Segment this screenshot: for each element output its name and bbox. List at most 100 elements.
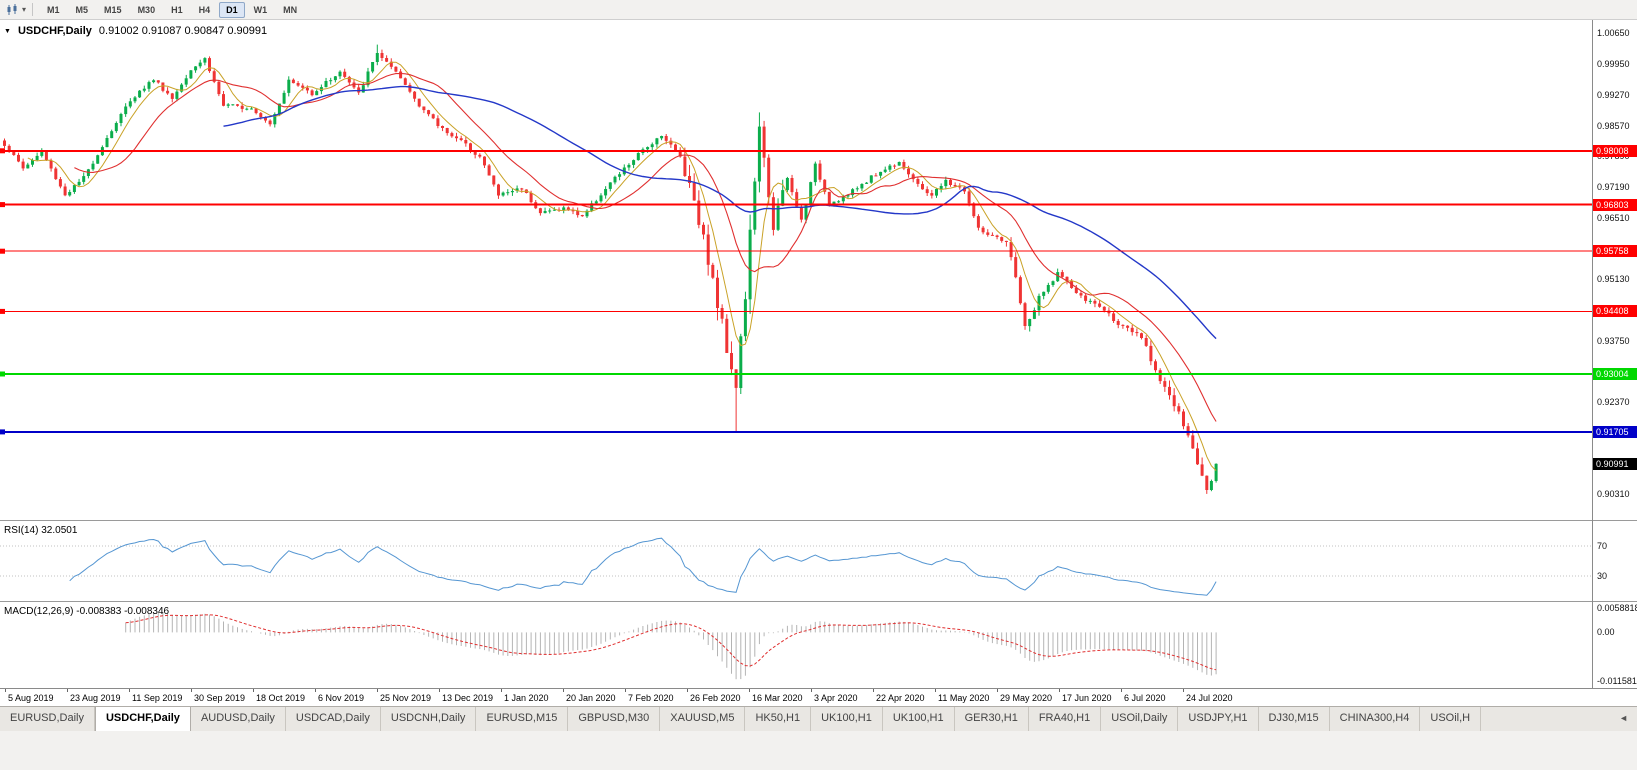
timeframe-button-m15[interactable]: M15 (97, 2, 129, 18)
price-axis-label: 0.90310 (1597, 489, 1630, 500)
price-axis-label: 1.00650 (1597, 28, 1630, 38)
date-label: 18 Oct 2019 (256, 693, 306, 703)
chart-tab-gbpusd-m30[interactable]: GBPUSD,M30 (568, 707, 661, 731)
date-tick (1059, 689, 1060, 692)
chart-symbol-period: USDCHF,Daily (17, 25, 92, 37)
date-tick (1183, 689, 1184, 692)
rsi-scale[interactable]: 70 30 (1593, 521, 1637, 601)
price-axis-label: 0.93750 (1597, 335, 1630, 346)
date-label: 11 May 2020 (938, 693, 990, 703)
date-tick (1121, 689, 1122, 692)
tabs-scroll-left-button[interactable]: ◄ (1619, 713, 1628, 723)
chart-tab-usoil-h[interactable]: USOil,H (1420, 707, 1482, 731)
chart-tab-eurusd-m15[interactable]: EURUSD,M15 (476, 707, 569, 731)
date-tick (687, 689, 688, 692)
chart-tab-ger30-h1[interactable]: GER30,H1 (955, 707, 1029, 731)
chart-tab-bar: EURUSD,Daily USDCHF,Daily AUDUSD,Daily USDC… (0, 706, 1637, 731)
toolbar-separator (32, 3, 34, 16)
chart-tab-uk100-h1[interactable]: UK100,H1 (883, 707, 955, 731)
rsi-level-label: 70 (1597, 541, 1608, 552)
chart-title: ▼ USDCHF,Daily 0.91002 0.91087 0.90847 0… (4, 25, 267, 37)
timeframe-buttons: M1 M5 M15 M30 H1 H4 D1 W1 MN (39, 1, 305, 18)
ma-fast-line (27, 61, 1217, 471)
timeframe-button-d1[interactable]: D1 (219, 1, 245, 18)
chart-type-dropdown-caret[interactable]: ▾ (22, 5, 27, 14)
timeframe-button-h1[interactable]: H1 (164, 2, 190, 18)
macd-histogram (125, 612, 1217, 680)
price-axis-label: 0.98570 (1597, 120, 1630, 131)
chart-tab-hk50-h1[interactable]: HK50,H1 (745, 707, 812, 731)
chart-type-icon[interactable] (4, 3, 22, 16)
rsi-level-label: 30 (1597, 570, 1608, 581)
chart-tab-xauusd-m5[interactable]: XAUUSD,M5 (660, 707, 746, 731)
status-bar-area (0, 731, 1637, 770)
chart-tab-audusd-daily[interactable]: AUDUSD,Daily (191, 707, 286, 731)
date-label: 24 Jul 2020 (1186, 693, 1233, 703)
timeframe-button-mn[interactable]: MN (276, 2, 304, 18)
date-tick (997, 689, 998, 692)
price-axis-label: 0.96510 (1597, 212, 1630, 223)
price-chart-panel: ▼ USDCHF,Daily 0.91002 0.91087 0.90847 0… (0, 20, 1637, 520)
date-tick (501, 689, 502, 692)
chart-tab-usdcnh-daily[interactable]: USDCNH,Daily (381, 707, 477, 731)
candlestick-chart[interactable] (0, 20, 1592, 520)
date-tick (377, 689, 378, 692)
ma-slow-line (223, 85, 1217, 340)
rsi-indicator-chart[interactable] (0, 521, 1592, 601)
price-axis-label: 0.99950 (1597, 59, 1630, 70)
date-label: 23 Aug 2019 (70, 693, 121, 703)
date-tick (811, 689, 812, 692)
macd-signal-line (125, 614, 1217, 671)
date-label: 6 Jul 2020 (1124, 693, 1166, 703)
price-axis-label: 0.92370 (1597, 397, 1630, 408)
timeframe-button-m1[interactable]: M1 (40, 2, 67, 18)
chart-tab-eurusd-daily[interactable]: EURUSD,Daily (0, 707, 95, 731)
date-label: 6 Nov 2019 (318, 693, 365, 703)
date-label: 16 Mar 2020 (752, 693, 803, 703)
chart-tab-usdjpy-h1[interactable]: USDJPY,H1 (1178, 707, 1259, 731)
price-scale-axis-line (1592, 20, 1593, 688)
date-tick (749, 689, 750, 692)
date-tick (439, 689, 440, 692)
chart-menu-icon[interactable]: ▼ (4, 27, 11, 35)
date-axis[interactable]: 5 Aug 2019 23 Aug 2019 11 Sep 2019 30 Sep 2… (0, 688, 1637, 706)
macd-indicator-chart[interactable] (0, 602, 1592, 688)
chart-ohlc-values: 0.91002 0.91087 0.90847 0.90991 (98, 25, 268, 37)
macd-axis-label: 0.00 (1597, 627, 1615, 638)
date-label: 29 May 2020 (1000, 693, 1053, 703)
price-scale[interactable]: 1.006500.999500.992700.985700.978900.971… (1593, 20, 1637, 520)
timeframe-toolbar: ▾ M1 M5 M15 M30 H1 H4 D1 W1 MN (0, 0, 1637, 20)
ma-mid-line (74, 72, 1217, 422)
rsi-label: RSI(14) 32.0501 (4, 525, 78, 536)
date-tick (253, 689, 254, 692)
chart-tab-uk100-h1[interactable]: UK100,H1 (811, 707, 883, 731)
timeframe-button-w1[interactable]: W1 (247, 2, 275, 18)
macd-scale[interactable]: 0.0058818 0.00 -0.0115814 (1593, 602, 1637, 688)
date-label: 17 Jun 2020 (1062, 693, 1112, 703)
candles-group (3, 44, 1218, 494)
timeframe-button-m5[interactable]: M5 (69, 2, 96, 18)
price-level-badge: 0.95758 (1593, 245, 1637, 258)
timeframe-button-m30[interactable]: M30 (131, 2, 163, 18)
chart-tab-china300-h4[interactable]: CHINA300,H4 (1330, 707, 1421, 731)
chart-tab-usdchf-daily[interactable]: USDCHF,Daily (94, 707, 191, 731)
rsi-indicator-panel: RSI(14) 32.0501 (0, 520, 1637, 601)
level-anchor-marker (0, 148, 5, 154)
date-label: 20 Jan 2020 (566, 693, 616, 703)
chart-tab-dj30-m15[interactable]: DJ30,M15 (1259, 707, 1330, 731)
date-tick (873, 689, 874, 692)
chart-tab-fra40-h1[interactable]: FRA40,H1 (1029, 707, 1102, 731)
timeframe-button-h4[interactable]: H4 (192, 2, 218, 18)
chart-tab-usoil-daily[interactable]: USOil,Daily (1101, 707, 1179, 731)
date-label: 7 Feb 2020 (628, 693, 674, 703)
macd-axis-label: -0.0115814 (1597, 675, 1637, 686)
current-price-badge: 0.90991 (1593, 457, 1637, 470)
macd-axis-label: 0.0058818 (1597, 602, 1637, 613)
date-tick (563, 689, 564, 692)
date-tick (315, 689, 316, 692)
level-anchor-marker (0, 429, 5, 435)
price-axis-label: 0.95130 (1597, 274, 1630, 285)
chart-tab-usdcad-daily[interactable]: USDCAD,Daily (286, 707, 381, 731)
macd-label: MACD(12,26,9) -0.008383 -0.008346 (4, 606, 170, 617)
